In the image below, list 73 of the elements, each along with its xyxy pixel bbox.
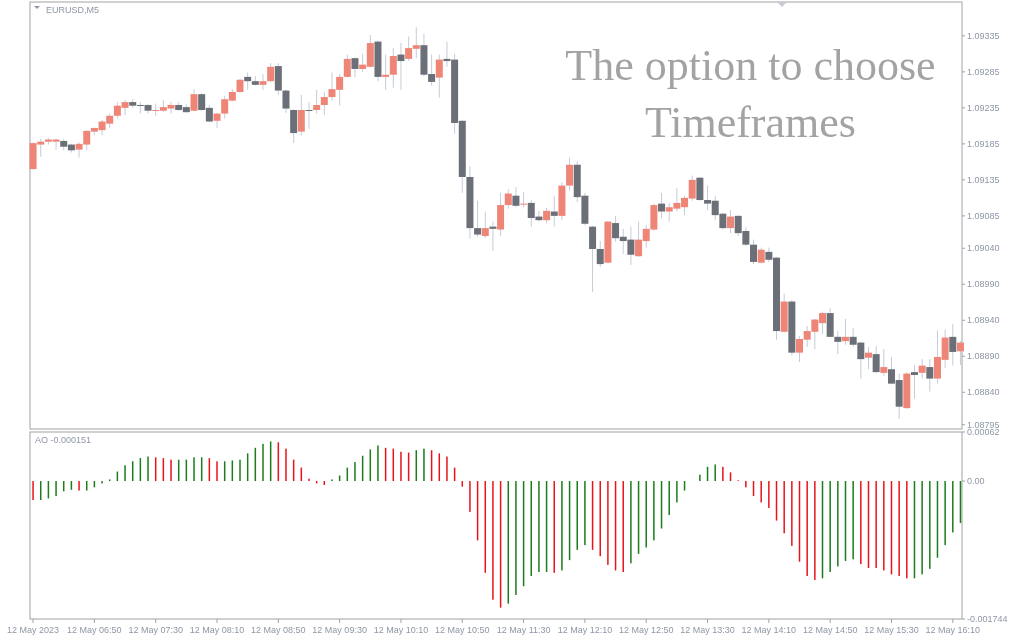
candlestick — [872, 345, 880, 374]
candlestick — [696, 176, 704, 202]
candlestick — [834, 330, 842, 355]
candlestick — [213, 112, 221, 129]
candlestick — [512, 186, 520, 208]
x-tick-label: 12 May 2023 — [7, 625, 60, 635]
candlestick — [842, 318, 849, 346]
candlestick — [658, 192, 666, 219]
y-tick-label: 1.09235 — [967, 103, 1000, 113]
candlestick — [949, 323, 957, 367]
candlestick — [918, 358, 926, 380]
x-tick-label: 12 May 09:30 — [312, 625, 367, 635]
candlestick — [910, 364, 918, 400]
candlestick — [589, 225, 597, 293]
candlestick — [550, 195, 558, 228]
y-tick-label: -0.001744 — [967, 614, 1008, 625]
candlestick — [864, 346, 872, 370]
y-tick-label: 1.09085 — [967, 211, 1000, 222]
candlestick — [504, 188, 512, 210]
candlestick — [435, 54, 443, 99]
candlestick — [282, 89, 290, 114]
x-tick-label: 12 May 14:10 — [741, 625, 797, 635]
candlestick — [750, 239, 758, 265]
x-tick-label: 12 May 12:10 — [557, 625, 613, 635]
y-tick-label: 1.09185 — [967, 139, 1000, 149]
x-tick-label: 12 May 10:10 — [373, 625, 429, 635]
candlestick — [313, 89, 321, 115]
candlestick — [351, 56, 359, 78]
candlestick — [397, 42, 405, 91]
y-tick-label: 1.09335 — [967, 30, 1000, 41]
candlestick — [259, 73, 267, 91]
y-tick-label: 1.08795 — [967, 419, 1000, 430]
candlestick — [389, 47, 397, 89]
y-tick-label: 1.09040 — [967, 243, 1000, 254]
y-tick-label: 1.08940 — [967, 315, 1000, 326]
candlestick — [926, 358, 934, 393]
candlestick — [489, 221, 497, 252]
x-tick-label: 12 May 08:10 — [189, 625, 245, 635]
candlestick — [290, 108, 298, 144]
candlestick — [305, 101, 313, 130]
x-tick-label: 12 May 13:30 — [680, 625, 735, 635]
chart-title: AO -0.000151 — [35, 435, 92, 445]
candlestick — [382, 54, 390, 91]
y-tick-label: 0.00 — [967, 476, 985, 487]
x-tick-label: 12 May 08:50 — [251, 625, 306, 635]
x-tick-label: 12 May 11:30 — [496, 625, 551, 635]
candlestick — [727, 209, 735, 234]
y-tick-label: 0.00062 — [967, 427, 1000, 438]
x-tick-label: 12 May 16:10 — [925, 625, 981, 635]
x-tick-label: 12 May 15:30 — [864, 625, 919, 635]
y-tick-label: 1.08840 — [967, 387, 1000, 398]
x-tick-label: 12 May 10:50 — [435, 625, 490, 635]
candlestick — [880, 348, 888, 377]
candlestick — [481, 211, 489, 239]
y-tick-label: 1.08890 — [967, 351, 1000, 362]
candlestick — [596, 240, 604, 268]
candlestick — [320, 91, 328, 116]
candlestick — [566, 157, 574, 192]
y-tick-label: 1.08990 — [967, 279, 1000, 290]
x-tick-label: 12 May 07:30 — [128, 625, 183, 635]
candlestick — [826, 307, 834, 339]
chart-title: EURUSD,M5 — [46, 5, 100, 15]
candlestick — [267, 62, 275, 83]
candlestick — [343, 54, 351, 79]
x-tick-label: 12 May 12:50 — [618, 625, 674, 635]
candlestick — [297, 94, 305, 136]
candlestick — [474, 200, 482, 238]
y-tick-label: 1.09135 — [967, 175, 1000, 186]
candlestick — [520, 191, 528, 208]
x-tick-label: 12 May 06:50 — [67, 625, 122, 635]
x-tick-label: 12 May 14:50 — [802, 625, 858, 635]
y-tick-label: 1.09285 — [967, 67, 1000, 77]
annotation: The option to choose Timeframes — [565, 41, 936, 147]
